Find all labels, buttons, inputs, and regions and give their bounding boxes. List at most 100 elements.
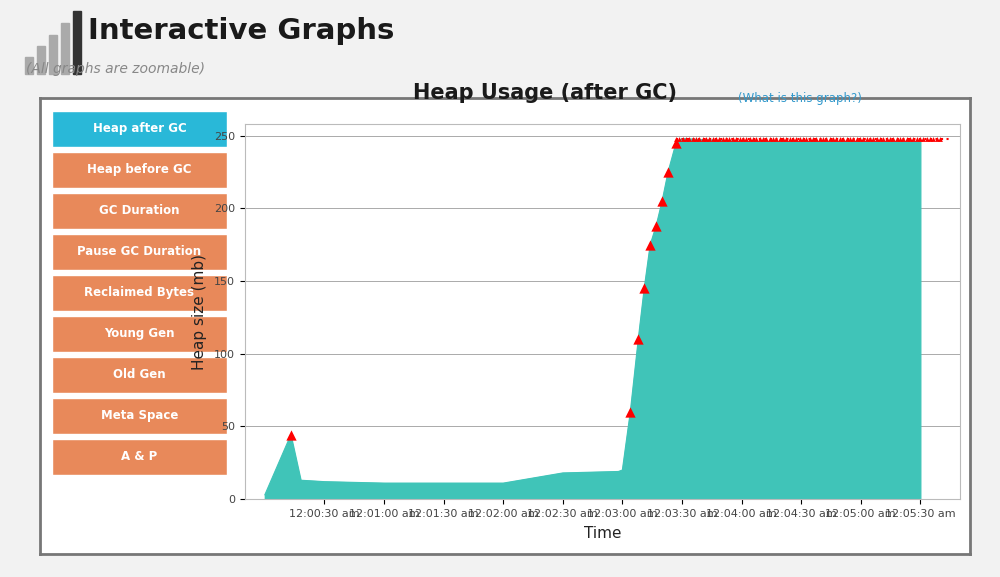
Point bbox=[912, 134, 928, 143]
Point bbox=[905, 134, 921, 143]
Point bbox=[855, 134, 871, 143]
Point bbox=[812, 134, 828, 143]
Point bbox=[902, 134, 918, 143]
Point bbox=[782, 134, 798, 143]
Point bbox=[691, 134, 707, 143]
Point bbox=[788, 134, 804, 143]
Point bbox=[862, 134, 878, 143]
Point bbox=[932, 134, 948, 143]
Point bbox=[795, 134, 811, 143]
Point bbox=[698, 134, 714, 143]
Text: Heap before GC: Heap before GC bbox=[87, 163, 192, 177]
Point bbox=[675, 134, 691, 143]
Point bbox=[808, 134, 824, 143]
Text: Old Gen: Old Gen bbox=[113, 368, 166, 381]
Point bbox=[748, 134, 764, 143]
Point bbox=[283, 430, 299, 440]
Point bbox=[915, 134, 931, 143]
Point bbox=[835, 134, 851, 143]
Point bbox=[685, 134, 701, 143]
Point bbox=[919, 134, 935, 143]
Point bbox=[929, 134, 945, 143]
Point bbox=[648, 221, 664, 230]
Point bbox=[668, 138, 684, 148]
Text: A & P: A & P bbox=[121, 450, 158, 463]
Point bbox=[825, 134, 841, 143]
Point bbox=[671, 134, 687, 143]
Point bbox=[892, 134, 908, 143]
Point bbox=[859, 134, 875, 143]
X-axis label: Time: Time bbox=[584, 526, 621, 541]
Bar bbox=[49, 35, 57, 74]
Bar bbox=[61, 23, 69, 74]
Point bbox=[849, 134, 865, 143]
Point bbox=[832, 134, 848, 143]
Point bbox=[778, 134, 794, 143]
Point bbox=[728, 134, 744, 143]
Point bbox=[725, 134, 741, 143]
Point bbox=[742, 134, 758, 143]
Point bbox=[925, 134, 941, 143]
Point bbox=[668, 134, 684, 143]
Point bbox=[852, 134, 868, 143]
Point bbox=[705, 134, 721, 143]
Point bbox=[688, 134, 704, 143]
Point bbox=[745, 134, 761, 143]
Point bbox=[636, 284, 652, 293]
Point bbox=[765, 134, 781, 143]
Point bbox=[845, 134, 861, 143]
Point bbox=[654, 197, 670, 206]
Point bbox=[718, 134, 734, 143]
Point bbox=[802, 134, 818, 143]
Text: GC Duration: GC Duration bbox=[99, 204, 180, 218]
Point bbox=[875, 134, 891, 143]
Text: Heap after GC: Heap after GC bbox=[93, 122, 186, 136]
Point bbox=[805, 134, 821, 143]
Point bbox=[711, 134, 727, 143]
Text: Heap Usage (after GC): Heap Usage (after GC) bbox=[413, 84, 677, 103]
Point bbox=[701, 134, 717, 143]
Text: Meta Space: Meta Space bbox=[101, 409, 178, 422]
Point bbox=[909, 134, 925, 143]
Point bbox=[865, 134, 881, 143]
Point bbox=[882, 134, 898, 143]
Bar bbox=[25, 57, 33, 74]
Point bbox=[869, 134, 885, 143]
Y-axis label: Heap size (mb): Heap size (mb) bbox=[192, 253, 207, 370]
Point bbox=[798, 134, 814, 143]
Point bbox=[768, 134, 784, 143]
Point bbox=[879, 134, 895, 143]
Point bbox=[818, 134, 834, 143]
Text: (All graphs are zoomable): (All graphs are zoomable) bbox=[26, 62, 205, 76]
Point bbox=[899, 134, 915, 143]
Point bbox=[660, 167, 676, 177]
Point bbox=[828, 134, 844, 143]
Point bbox=[758, 134, 774, 143]
Point bbox=[678, 134, 694, 143]
Point bbox=[895, 134, 911, 143]
Point bbox=[762, 134, 778, 143]
Point bbox=[735, 134, 751, 143]
Point bbox=[715, 134, 731, 143]
Point bbox=[889, 134, 905, 143]
Point bbox=[922, 134, 938, 143]
Bar bbox=[37, 46, 45, 74]
Point bbox=[775, 134, 791, 143]
Point bbox=[785, 134, 801, 143]
Text: Young Gen: Young Gen bbox=[104, 327, 175, 340]
Point bbox=[872, 134, 888, 143]
Bar bbox=[73, 11, 81, 74]
Point bbox=[630, 335, 646, 344]
Point bbox=[792, 134, 808, 143]
Point bbox=[755, 134, 771, 143]
Point bbox=[822, 134, 838, 143]
Text: Reclaimed Bytes: Reclaimed Bytes bbox=[84, 286, 194, 299]
Point bbox=[681, 134, 697, 143]
Point bbox=[738, 134, 754, 143]
Point bbox=[642, 240, 658, 249]
Text: Interactive Graphs: Interactive Graphs bbox=[88, 17, 394, 44]
Point bbox=[695, 134, 711, 143]
Point bbox=[839, 134, 855, 143]
Point bbox=[752, 134, 768, 143]
Point bbox=[732, 134, 748, 143]
